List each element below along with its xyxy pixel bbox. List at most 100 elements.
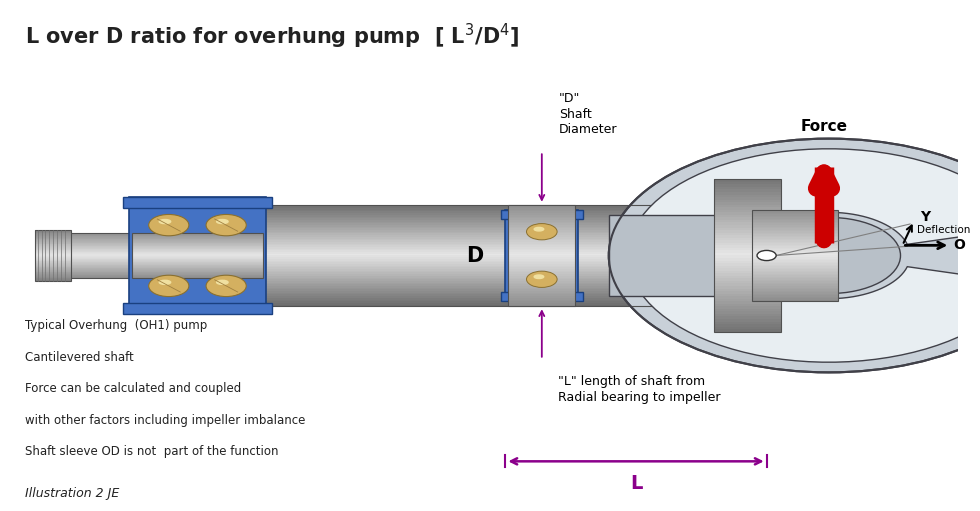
Bar [132,244,263,245]
Bar [35,266,72,267]
Bar [753,251,838,252]
Text: "L" length of shaft from
Radial bearing to impeller: "L" length of shaft from Radial bearing … [558,375,720,404]
Bar [714,314,781,316]
Bar [509,296,575,298]
Bar [714,268,781,271]
Bar [753,229,838,231]
Bar [54,257,178,258]
Bar [714,304,781,306]
Bar [178,269,753,271]
Bar [54,243,178,244]
Bar [132,273,263,274]
Text: Illustration 2 JE: Illustration 2 JE [25,487,120,500]
Bar [509,249,575,250]
Bar [714,250,781,253]
Bar [753,266,838,268]
Bar [178,283,753,284]
Text: Force can be calculated and coupled: Force can be calculated and coupled [25,382,241,395]
Bar [35,230,72,281]
Bar [753,263,838,265]
Bar [714,238,781,240]
Bar [178,220,753,222]
Bar [178,210,753,212]
Bar [178,293,753,294]
Bar [753,274,838,275]
Bar [35,252,72,253]
Bar [714,210,781,212]
Bar [132,247,263,248]
Bar [35,236,72,237]
Bar [509,206,575,208]
Bar [509,259,575,261]
Bar [178,276,753,277]
Bar [714,195,781,197]
Bar [54,252,178,253]
Bar [753,265,838,266]
Bar [178,212,753,213]
Bar [54,274,178,275]
Bar [509,303,575,305]
Bar [54,275,178,276]
Bar [509,240,575,242]
Bar [178,289,753,291]
Bar [714,301,781,304]
Bar [714,321,781,324]
Bar [132,275,263,276]
Bar [509,232,575,234]
Bar [509,301,575,303]
Bar [753,248,838,249]
Bar [35,275,72,276]
Text: Typical Overhung  (OH1) pump: Typical Overhung (OH1) pump [25,319,208,332]
Text: Y: Y [919,211,930,224]
Bar [509,223,575,225]
Bar [753,245,838,246]
Bar [54,260,178,261]
Bar [178,206,753,208]
Bar [714,296,781,299]
Bar [509,242,575,244]
Bar [714,289,781,291]
Bar [35,230,72,231]
Bar [132,245,263,246]
Bar [178,223,753,225]
Bar [54,233,178,278]
Bar [714,299,781,301]
Bar [132,242,263,243]
Bar [132,251,263,252]
Bar [753,298,838,300]
Bar [753,243,838,245]
Bar [35,270,72,271]
Bar [178,274,753,276]
Bar [753,300,838,301]
Bar [54,245,178,246]
Bar [178,294,753,296]
Bar [753,219,838,220]
Bar [509,234,575,235]
Bar [714,220,781,222]
Bar [178,296,753,298]
Bar [714,227,781,230]
Bar [509,210,575,212]
Bar [714,309,781,311]
Bar [753,231,838,233]
Bar [132,268,263,269]
Bar [714,294,781,296]
Bar [714,230,781,233]
Bar [714,187,781,190]
Bar [35,245,72,246]
Circle shape [526,271,557,287]
Bar [178,237,753,239]
Bar [54,264,178,265]
Ellipse shape [159,281,171,284]
Bar [54,267,178,268]
Bar [54,236,178,237]
Bar [178,234,753,235]
Bar [714,222,781,225]
Bar [132,249,263,250]
Bar [714,240,781,243]
Bar [509,305,575,306]
Bar [132,262,263,263]
Bar [178,286,753,288]
Bar [753,252,838,254]
Bar [753,259,838,260]
